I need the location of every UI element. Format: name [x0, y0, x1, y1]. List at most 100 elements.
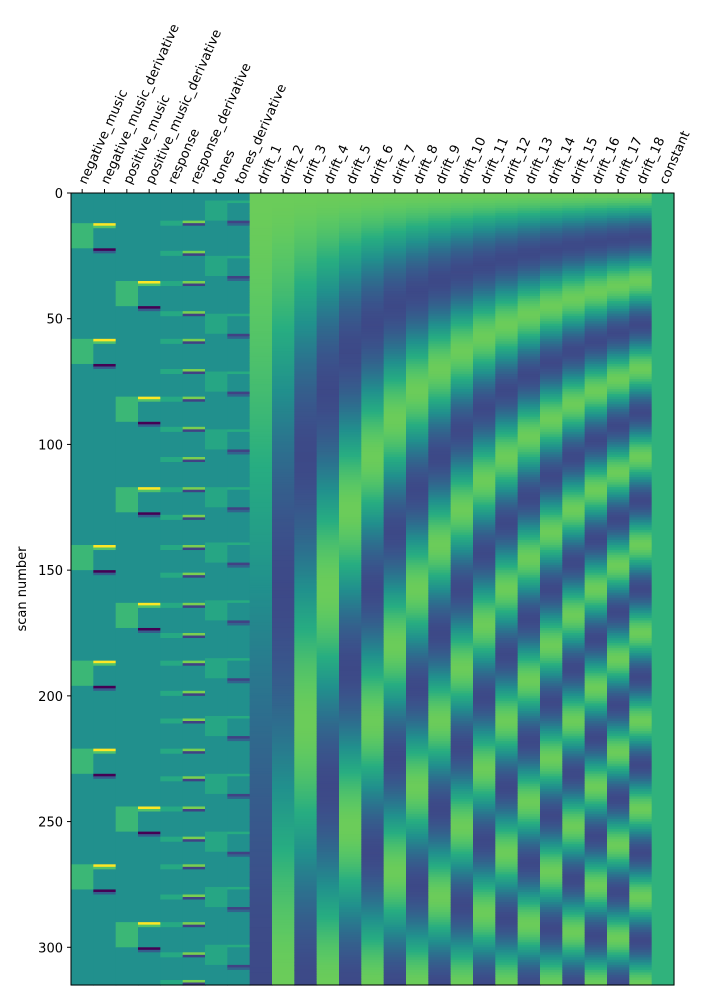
- cell-drift_15-249: [562, 819, 586, 823]
- cell-drift_4-311: [316, 974, 340, 979]
- cell-drift_14-51: [540, 321, 563, 325]
- cell-drift_12-3: [495, 200, 519, 204]
- cell-drift_11-46: [473, 308, 496, 312]
- cell-drift_6-94: [361, 429, 385, 433]
- cell-drift_9-67: [428, 361, 452, 365]
- cell-drift_10-124: [450, 504, 474, 508]
- cell-drift_11-312: [473, 977, 496, 981]
- cell-drift_15-28: [562, 263, 586, 267]
- cell-drift_2-128: [272, 514, 295, 518]
- cell-drift_4-171: [316, 622, 340, 627]
- cell-drift_10-133: [450, 527, 474, 531]
- cell-drift_8-224: [406, 756, 429, 760]
- cell-drift_13-113: [517, 477, 541, 481]
- cell-drift_3-57: [294, 336, 318, 340]
- cell-drift_4-205: [316, 708, 340, 712]
- cell-drift_15-211: [562, 723, 586, 727]
- cell-drift_9-147: [428, 562, 452, 566]
- cell-drift_16-101: [584, 446, 608, 451]
- cell-negative_music-186: [71, 660, 94, 687]
- cell-drift_11-159: [473, 592, 496, 596]
- cell-drift_3-241: [294, 798, 318, 803]
- cell-drift_4-268: [316, 866, 340, 870]
- cell-drift_15-89: [562, 416, 586, 420]
- cell-drift_7-276: [383, 886, 407, 891]
- cell-drift_2-186: [272, 660, 295, 664]
- cell-tones_derivative-140: [227, 545, 251, 564]
- cell-drift_8-41: [406, 296, 429, 300]
- cell-drift_13-14: [517, 228, 541, 232]
- cell-drift_14-194: [540, 680, 563, 684]
- cell-drift_2-149: [272, 567, 295, 581]
- cell-drift_13-89: [517, 416, 541, 420]
- cell-drift_14-313: [540, 979, 563, 984]
- cell-drift_4-194: [316, 680, 340, 684]
- cell-drift_10-78: [450, 389, 474, 393]
- cell-drift_1-239: [249, 793, 273, 798]
- cell-drift_7-280: [383, 897, 407, 901]
- cell-drift_10-116: [450, 484, 474, 488]
- cell-drift_9-189: [428, 668, 452, 672]
- cell-drift_14-272: [540, 876, 563, 880]
- cell-drift_8-114: [406, 479, 429, 483]
- cell-drift_10-73: [450, 376, 474, 380]
- cell-drift_10-86: [450, 409, 474, 413]
- cell-drift_3-171: [294, 622, 318, 627]
- cell-drift_3-242: [294, 801, 318, 805]
- cell-drift_8-304: [406, 957, 429, 961]
- cell-drift_15-153: [562, 577, 586, 581]
- cell-drift_4-7: [316, 210, 340, 214]
- cell-drift_5-38: [339, 288, 362, 292]
- cell-drift_1-75: [249, 381, 273, 385]
- cell-drift_3-64: [294, 353, 318, 358]
- cell-drift_5-216: [339, 736, 362, 740]
- cell-drift_16-31: [584, 270, 608, 275]
- cell-response_derivative-258: [182, 841, 206, 865]
- cell-drift_10-278: [450, 891, 474, 896]
- cell-drift_8-221: [406, 748, 429, 752]
- cell-drift_9-133: [428, 527, 452, 531]
- cell-response_derivative-176: [182, 635, 206, 639]
- cell-drift_3-247: [294, 814, 318, 818]
- cell-drift_15-138: [562, 539, 586, 544]
- cell-drift_12-147: [495, 562, 519, 566]
- cell-drift_10-13: [450, 225, 474, 229]
- cell-drift_7-77: [383, 386, 407, 390]
- cell-drift_11-31: [473, 270, 496, 275]
- cell-drift_6-111: [361, 472, 385, 476]
- cell-drift_12-153: [495, 577, 519, 581]
- cell-drift_4-221: [316, 748, 340, 752]
- cell-drift_12-90: [495, 419, 519, 423]
- cell-drift_5-220: [339, 746, 362, 750]
- cell-drift_9-71: [428, 371, 452, 375]
- cell-drift_15-27: [562, 260, 586, 264]
- cell-drift_7-291: [383, 924, 407, 928]
- cell-drift_3-224: [294, 756, 318, 760]
- cell-drift_3-88: [294, 414, 318, 418]
- cell-drift_14-287: [540, 914, 563, 918]
- cell-drift_5-5: [339, 205, 362, 209]
- cell-drift_1-121: [249, 497, 273, 501]
- cell-drift_11-201: [473, 698, 496, 702]
- cell-drift_5-52: [339, 323, 362, 327]
- cell-drift_7-54: [383, 328, 407, 332]
- cell-drift_16-147: [584, 562, 608, 566]
- cell-drift_13-144: [517, 555, 541, 559]
- cell-drift_8-297: [406, 939, 429, 943]
- cell-drift_13-125: [517, 507, 541, 511]
- cell-drift_2-118: [272, 489, 295, 493]
- cell-drift_15-130: [562, 519, 586, 523]
- cell-drift_14-87: [540, 411, 563, 415]
- cell-drift_4-291: [316, 924, 340, 928]
- cell-drift_14-237: [540, 788, 563, 792]
- cell-drift_4-263: [316, 854, 340, 858]
- cell-drift_16-46: [584, 308, 608, 312]
- cell-drift_8-271: [406, 874, 429, 878]
- cell-drift_10-275: [450, 884, 474, 888]
- cell-drift_4-202: [316, 700, 340, 704]
- cell-drift_15-313: [562, 979, 586, 984]
- cell-drift_14-264: [540, 856, 563, 860]
- cell-drift_9-228: [428, 766, 452, 770]
- cell-drift_15-171: [562, 622, 586, 627]
- cell-drift_10-98: [450, 439, 474, 443]
